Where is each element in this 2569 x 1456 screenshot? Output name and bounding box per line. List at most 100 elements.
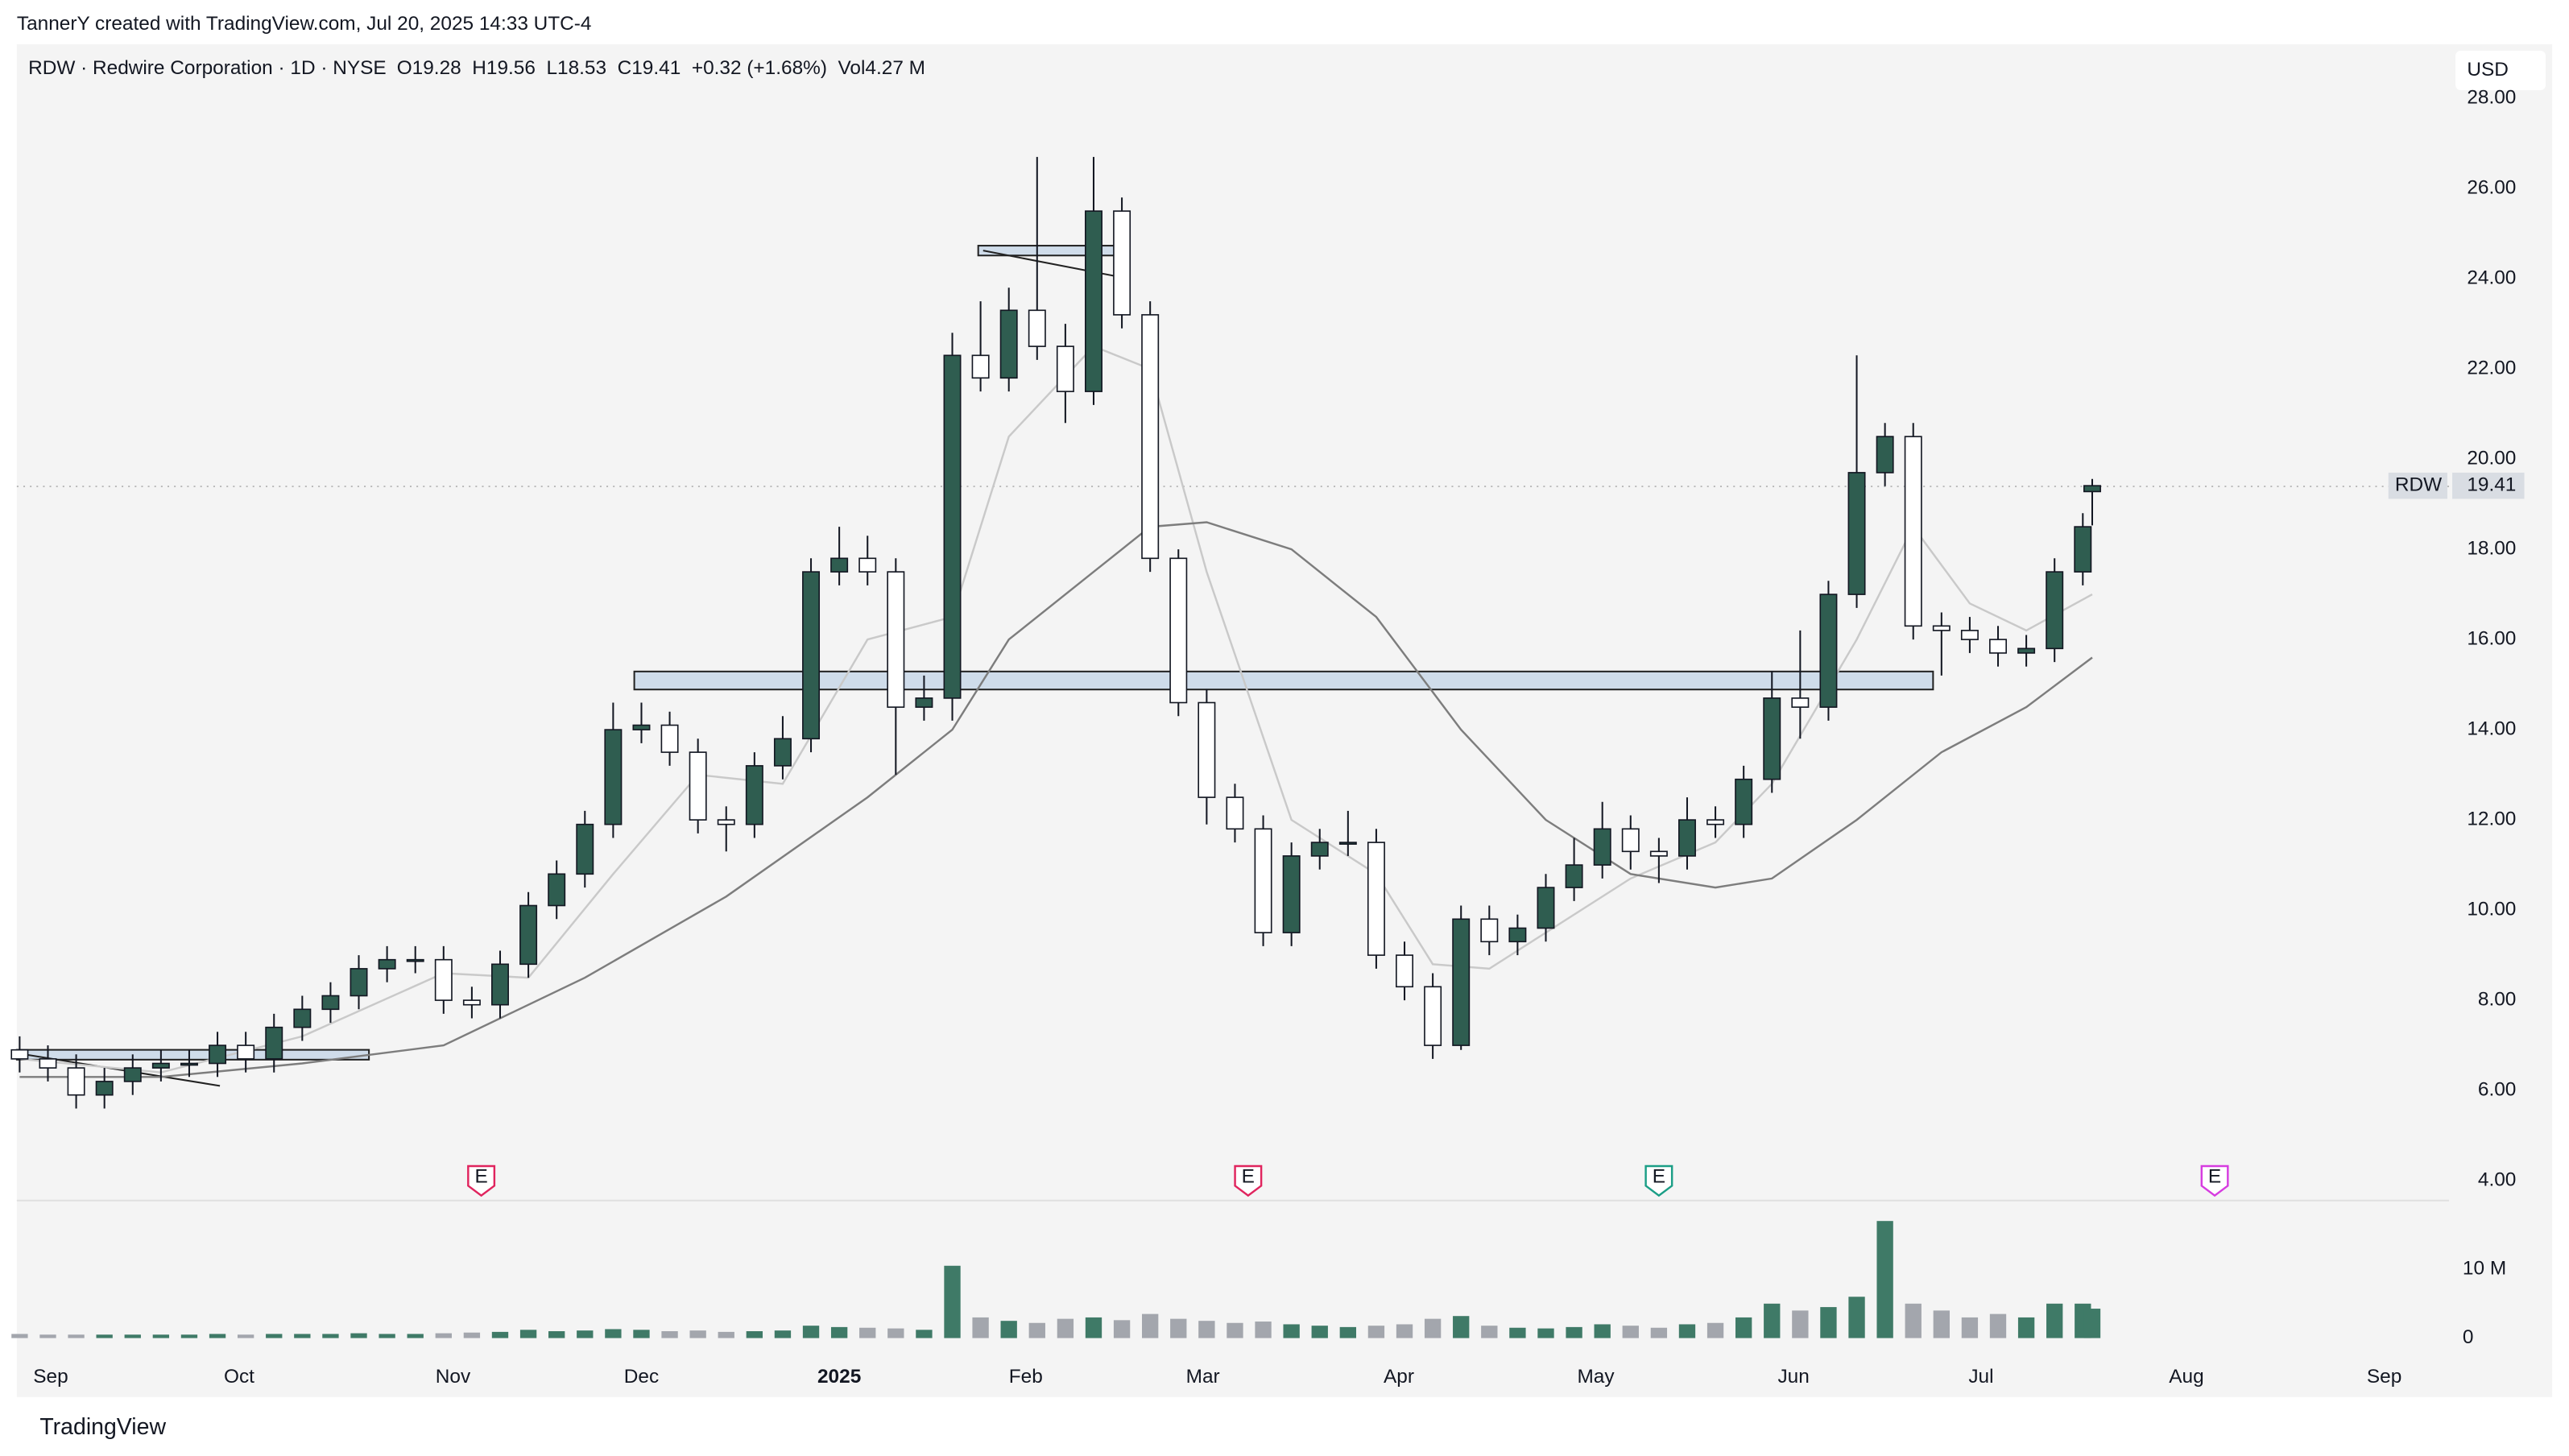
candle-body <box>1649 850 1668 857</box>
candle-body <box>1735 778 1753 825</box>
volume-bar <box>180 1334 198 1338</box>
candle-body <box>1565 864 1583 888</box>
volume-bar <box>1905 1303 1922 1338</box>
chart-background <box>16 43 2553 1397</box>
candle-body <box>237 1044 255 1060</box>
volume-bar <box>1566 1326 1582 1338</box>
x-tick-label: Sep <box>2367 1366 2401 1388</box>
x-tick-label: 2025 <box>817 1366 861 1388</box>
candle-body <box>1847 472 1866 595</box>
volume-bar <box>2017 1317 2035 1338</box>
candle-body <box>265 1026 283 1060</box>
volume-bar <box>1650 1327 1668 1338</box>
candle-body <box>915 697 933 708</box>
x-tick-label: May <box>1577 1366 1615 1388</box>
candle-body <box>745 765 763 825</box>
candle-body <box>2074 526 2092 573</box>
x-tick-label: Dec <box>624 1366 659 1388</box>
candle-body <box>1537 887 1555 929</box>
y-tick-label: 18.00 <box>2467 538 2516 560</box>
volume-bar <box>1057 1318 1074 1338</box>
candle-body <box>67 1067 85 1096</box>
trend-line <box>983 250 1127 279</box>
candle-body <box>1508 927 1527 943</box>
candle-body <box>1791 697 1810 708</box>
x-tick-label: Jul <box>1968 1366 1993 1388</box>
candle-body <box>1621 828 1640 853</box>
volume-bar <box>1509 1327 1526 1338</box>
last-price-label: 19.41 <box>2467 474 2516 496</box>
candle-body <box>1452 918 1471 1046</box>
volume-bar <box>746 1331 763 1338</box>
volume-bar <box>1735 1317 1752 1338</box>
candle-body <box>1056 345 1074 392</box>
footer: TradingView <box>39 1414 166 1440</box>
candle-body <box>1282 855 1301 933</box>
earnings-marker <box>1234 1164 1263 1197</box>
ohlc-legend: O19.28 H19.56 L18.53 C19.41 +0.32 (+1.68… <box>397 57 925 79</box>
candle-body <box>39 1058 57 1069</box>
candle-body <box>1876 436 1894 474</box>
candle-body <box>1706 819 1725 825</box>
y-tick-label: 4.00 <box>2478 1169 2516 1191</box>
volume-bar <box>1678 1324 1696 1338</box>
volume-bar <box>1764 1303 1781 1338</box>
volume-bar <box>1933 1310 1950 1338</box>
candle-body <box>491 963 509 1006</box>
candle-body <box>1254 828 1272 933</box>
volume-bar <box>266 1334 283 1338</box>
x-tick-label: Feb <box>1009 1366 1043 1388</box>
y-tick-label: 10.00 <box>2467 899 2516 920</box>
volume-bar <box>633 1330 650 1338</box>
candle-body <box>95 1081 114 1096</box>
volume-bar <box>802 1326 820 1338</box>
earnings-label: E <box>474 1166 487 1188</box>
candle-body <box>1678 819 1696 857</box>
candle-body <box>1960 630 1979 640</box>
volume-bar <box>1000 1321 1017 1338</box>
earnings-marker <box>1644 1164 1673 1197</box>
candle-body <box>1593 828 1611 866</box>
candle-body <box>519 904 538 966</box>
candle-body <box>971 354 990 379</box>
candle-body <box>1480 918 1499 943</box>
candle-body <box>858 557 877 573</box>
volume-bar <box>152 1334 170 1338</box>
x-tick-label: Oct <box>224 1366 254 1388</box>
volume-bar <box>1085 1317 1102 1338</box>
candle-body <box>887 571 905 708</box>
volume-bar <box>1537 1328 1554 1338</box>
currency-box[interactable] <box>2455 51 2546 90</box>
header: TannerY created with TradingView.com, Ju… <box>17 13 592 35</box>
volume-bar <box>1028 1322 1045 1338</box>
volume-bar <box>916 1330 933 1338</box>
volume-bar <box>1311 1326 1328 1338</box>
y-tick-label: 20.00 <box>2467 448 2516 469</box>
volume-bar <box>1170 1318 1187 1338</box>
y-tick-label: 26.00 <box>2467 177 2516 199</box>
candle-body <box>2017 647 2036 654</box>
candle-body <box>1396 954 1414 988</box>
volume-bar <box>944 1265 961 1338</box>
x-tick-label: Aug <box>2169 1366 2203 1388</box>
candle-body <box>1310 842 1329 857</box>
volume-tick-label: 10 M <box>2463 1258 2506 1280</box>
volume-bar <box>294 1334 311 1338</box>
volume-bar <box>661 1331 678 1338</box>
volume-bar <box>887 1328 904 1338</box>
earnings-label: E <box>1242 1166 1255 1188</box>
candle-body <box>321 995 340 1011</box>
volume-bar <box>237 1334 254 1338</box>
currency[interactable]: USD <box>2467 59 2509 81</box>
zone <box>15 1049 370 1061</box>
moving-average <box>19 521 2093 1078</box>
earnings-label: E <box>1653 1166 1665 1188</box>
candle-body <box>10 1049 29 1060</box>
volume-bar <box>718 1331 734 1338</box>
y-tick-label: 6.00 <box>2478 1079 2516 1101</box>
candle-body <box>689 751 707 821</box>
candle-body <box>180 1062 198 1066</box>
candle-body <box>1424 986 1442 1046</box>
earnings-marker <box>467 1164 496 1197</box>
